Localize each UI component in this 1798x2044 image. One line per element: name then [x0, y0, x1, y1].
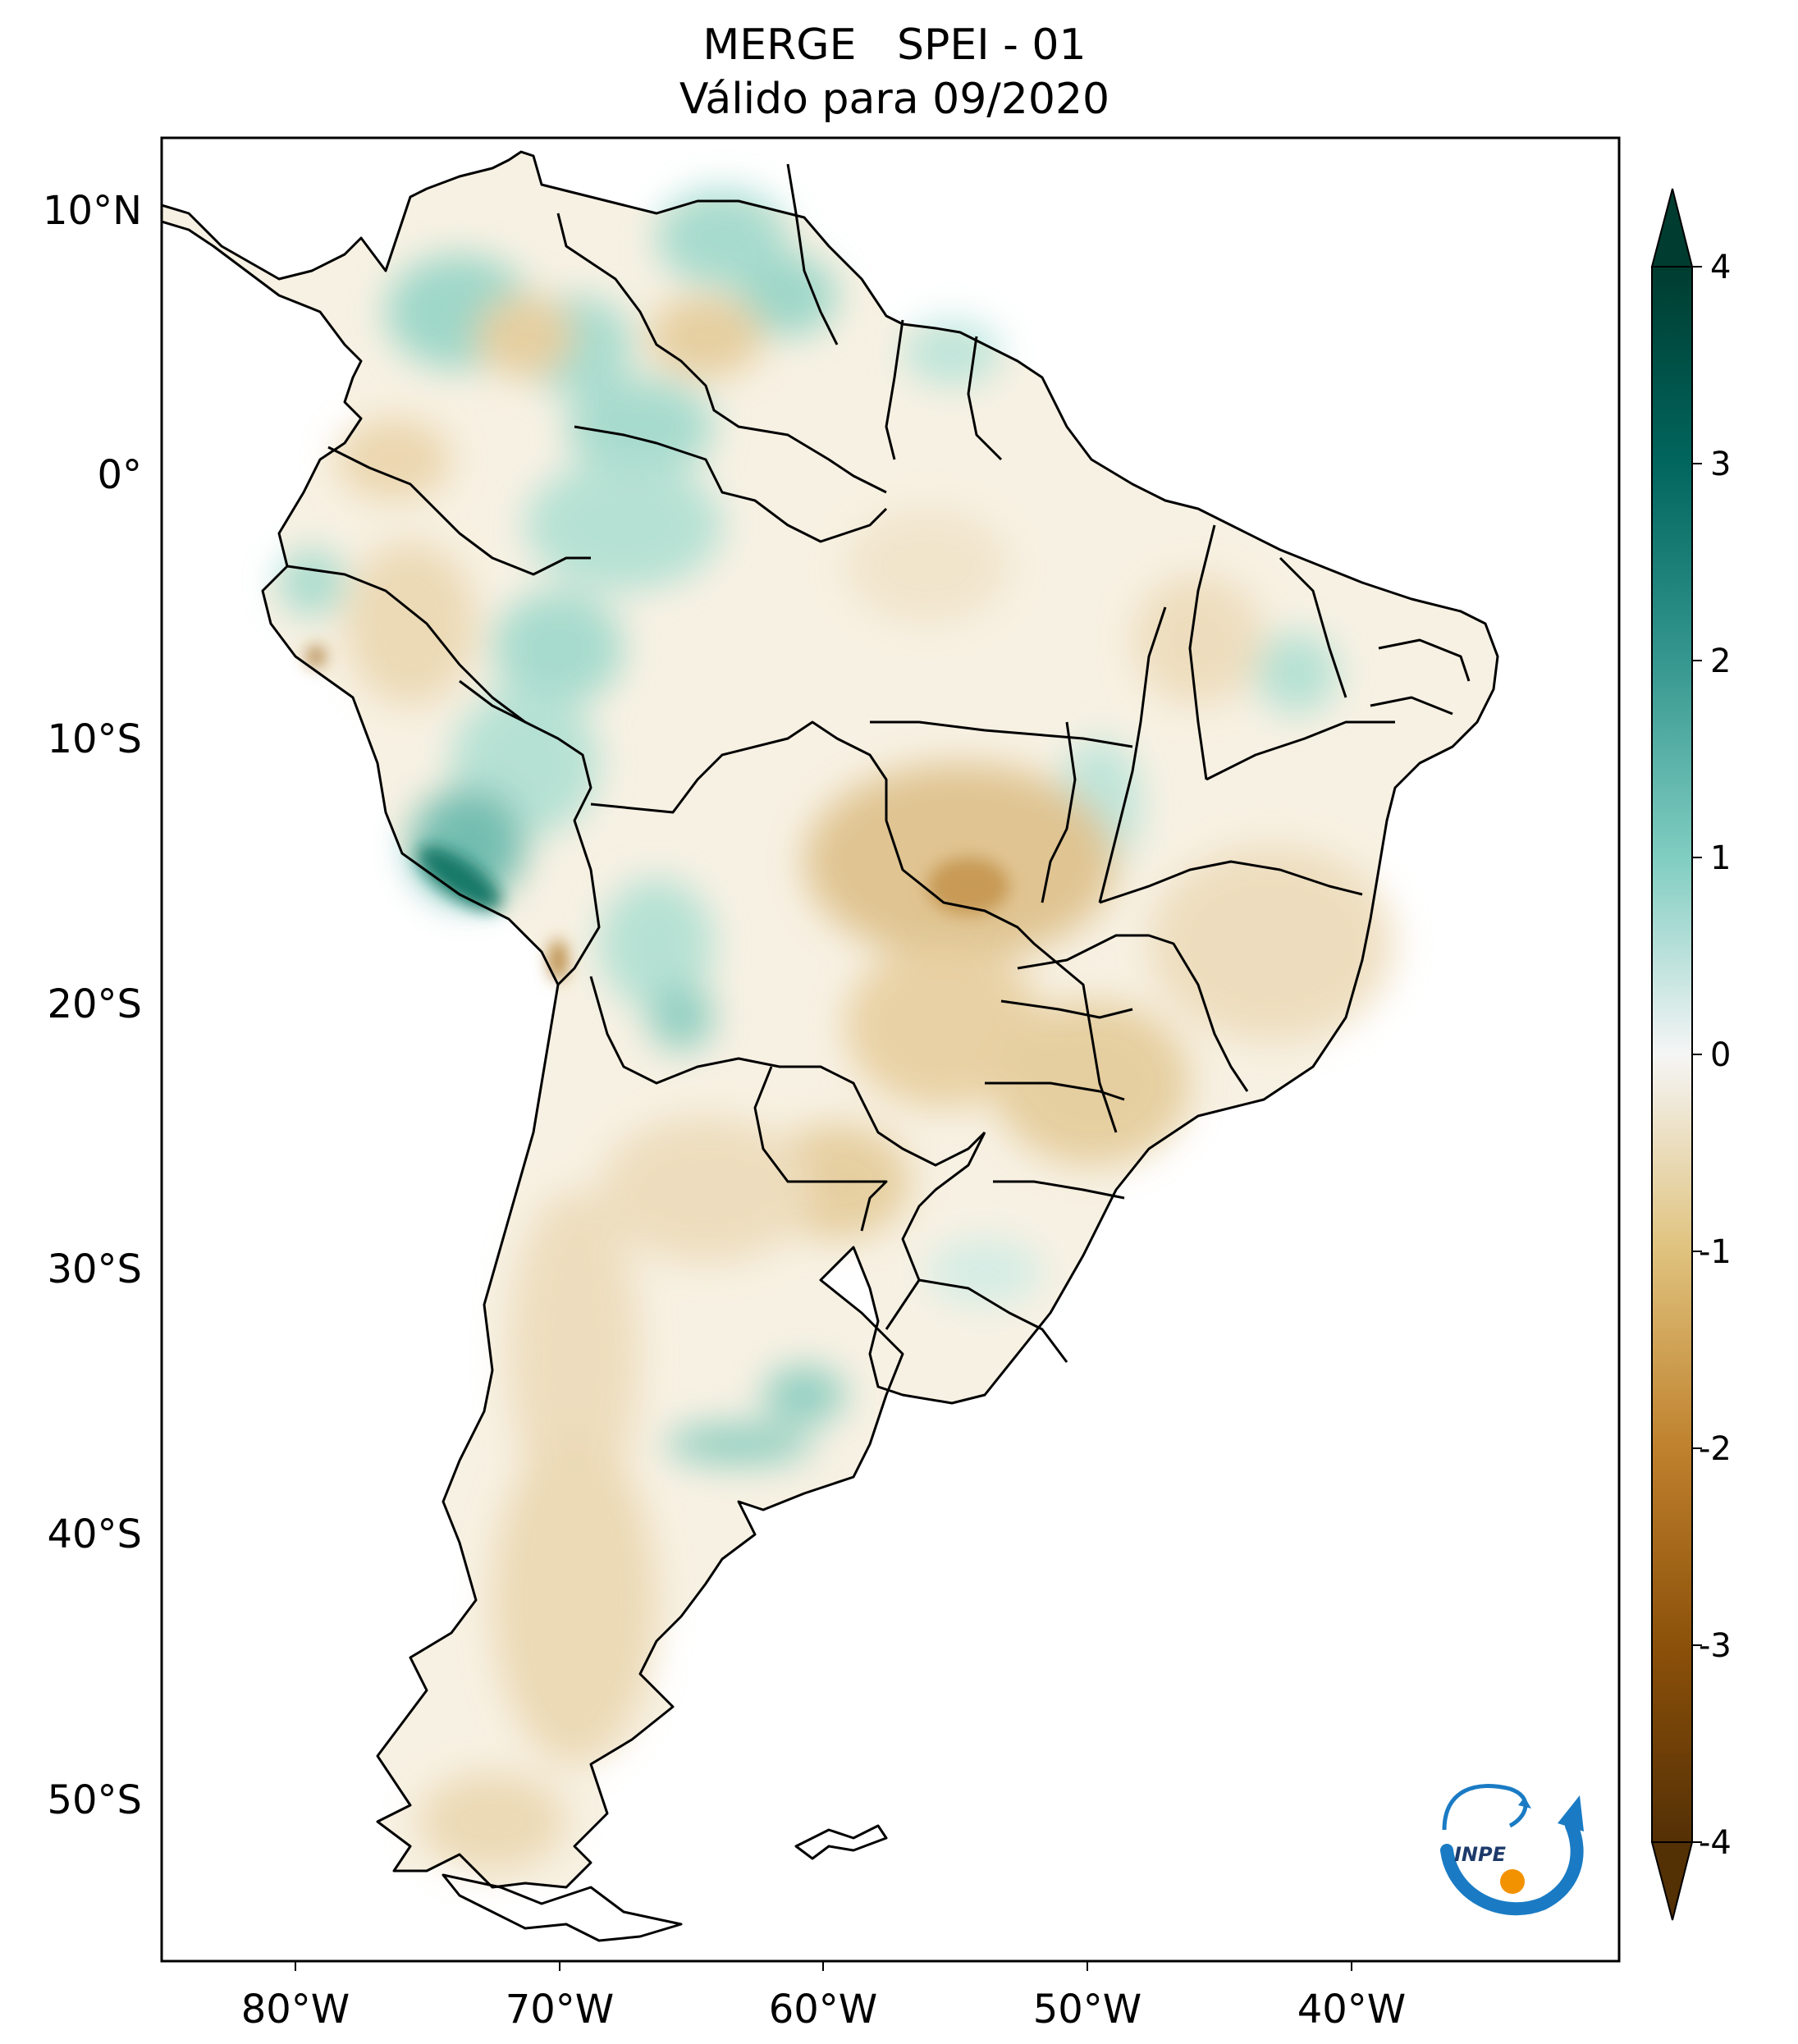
colorbar-tick-1: 1	[1710, 839, 1731, 877]
lat-tick-40s: 40°S	[47, 1511, 142, 1557]
lon-tick-60w: 60°W	[769, 1987, 878, 2033]
lon-tick-40w: 40°W	[1297, 1987, 1407, 2033]
colorbar: 4 3 2 1 0 -1 -2 -3 -4	[1650, 188, 1732, 1921]
colorbar-extend-top	[1650, 188, 1694, 268]
inpe-logo: INPE	[1440, 1784, 1584, 1916]
colorbar-tick-minus2: -2	[1699, 1430, 1732, 1468]
colorbar-tick-0: 0	[1710, 1036, 1731, 1074]
lat-tick-10s: 10°S	[47, 716, 142, 762]
lon-tick-80w: 80°W	[241, 1987, 350, 2033]
colorbar-tick-3: 3	[1710, 446, 1731, 483]
lat-tick-10n: 10°N	[43, 188, 142, 234]
title-line-1: MERGE SPEI - 01	[702, 21, 1087, 70]
colorbar-tick-minus1: -1	[1699, 1233, 1732, 1271]
inpe-logo-sun-icon	[1500, 1869, 1525, 1894]
colorbar-tick-2: 2	[1710, 642, 1731, 680]
lon-axis: 80°W 70°W 60°W 50°W 40°W	[241, 1961, 1407, 2033]
map-frame	[160, 136, 1621, 1963]
title-line-2: Válido para 09/2020	[679, 75, 1110, 124]
lat-tick-30s: 30°S	[47, 1246, 142, 1292]
inpe-logo-text: INPE	[1454, 1843, 1507, 1866]
map-title: MERGE SPEI - 01 Válido para 09/2020	[164, 18, 1625, 126]
lon-tick-70w: 70°W	[506, 1987, 615, 2033]
lat-tick-0: 0°	[97, 452, 142, 498]
lat-tick-20s: 20°S	[47, 981, 142, 1027]
spei-extremes	[308, 647, 1009, 981]
colorbar-gradient	[1651, 266, 1693, 1843]
lat-tick-50s: 50°S	[47, 1777, 142, 1823]
spei-anomaly-field	[279, 189, 1395, 1871]
lon-tick-50w: 50°W	[1033, 1987, 1142, 2033]
colorbar-tick-4: 4	[1710, 249, 1731, 286]
colorbar-tick-minus3: -3	[1699, 1627, 1732, 1665]
lat-axis: 10°N 0° 10°S 20°S 30°S 40°S 50°S	[43, 188, 142, 1823]
colorbar-tick-minus4: -4	[1699, 1824, 1732, 1862]
country-borders	[162, 150, 1499, 1942]
colorbar-extend-bottom	[1650, 1841, 1694, 1921]
